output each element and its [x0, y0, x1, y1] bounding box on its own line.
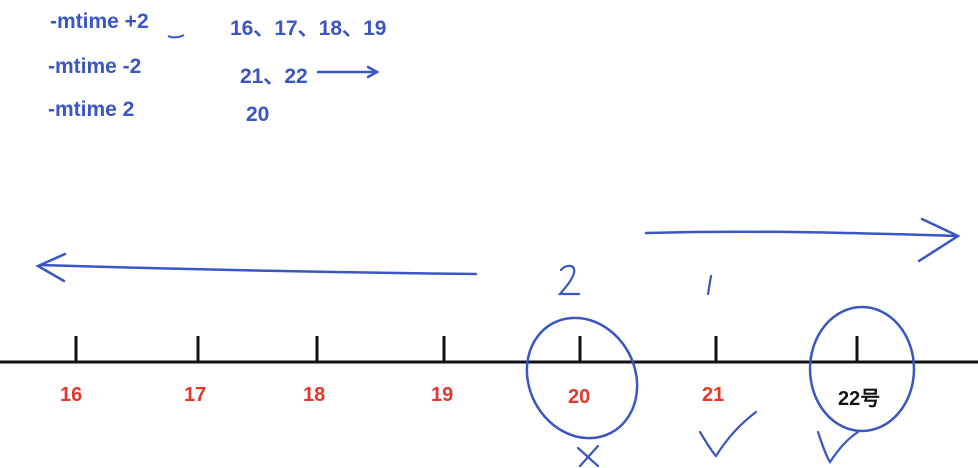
note-option-exact2: -mtime 2 — [48, 98, 135, 121]
check-mark-22 — [816, 430, 860, 464]
note-option-plus2: -mtime +2 — [50, 10, 149, 33]
note-dates-minus2: 21、22 — [240, 65, 308, 88]
tick-label-16: 16 — [60, 384, 83, 406]
check-mark-21 — [698, 410, 758, 458]
underline-stroke — [167, 34, 185, 39]
note-dates-plus2: 16、17、18、19 — [230, 17, 387, 40]
tick-label-20: 20 — [568, 386, 591, 408]
circle-around-22 — [808, 305, 916, 433]
tick-label-18: 18 — [303, 384, 326, 406]
cross-mark-20 — [576, 444, 600, 468]
tick-label-21: 21 — [702, 384, 725, 406]
axis-ticks — [74, 336, 859, 362]
tick-label-19: 19 — [431, 384, 454, 406]
mark-2-above-20 — [557, 264, 581, 296]
circle-around-20 — [525, 316, 639, 440]
short-arrow — [316, 65, 380, 79]
mark-1-above-21 — [706, 274, 713, 296]
note-option-minus2: -mtime -2 — [48, 55, 142, 78]
right-arrow — [644, 217, 961, 263]
note-dates-exact2: 20 — [246, 103, 270, 126]
left-arrow — [35, 252, 478, 283]
tick-label-17: 17 — [184, 384, 207, 406]
tick-label-22: 22号 — [838, 388, 881, 410]
